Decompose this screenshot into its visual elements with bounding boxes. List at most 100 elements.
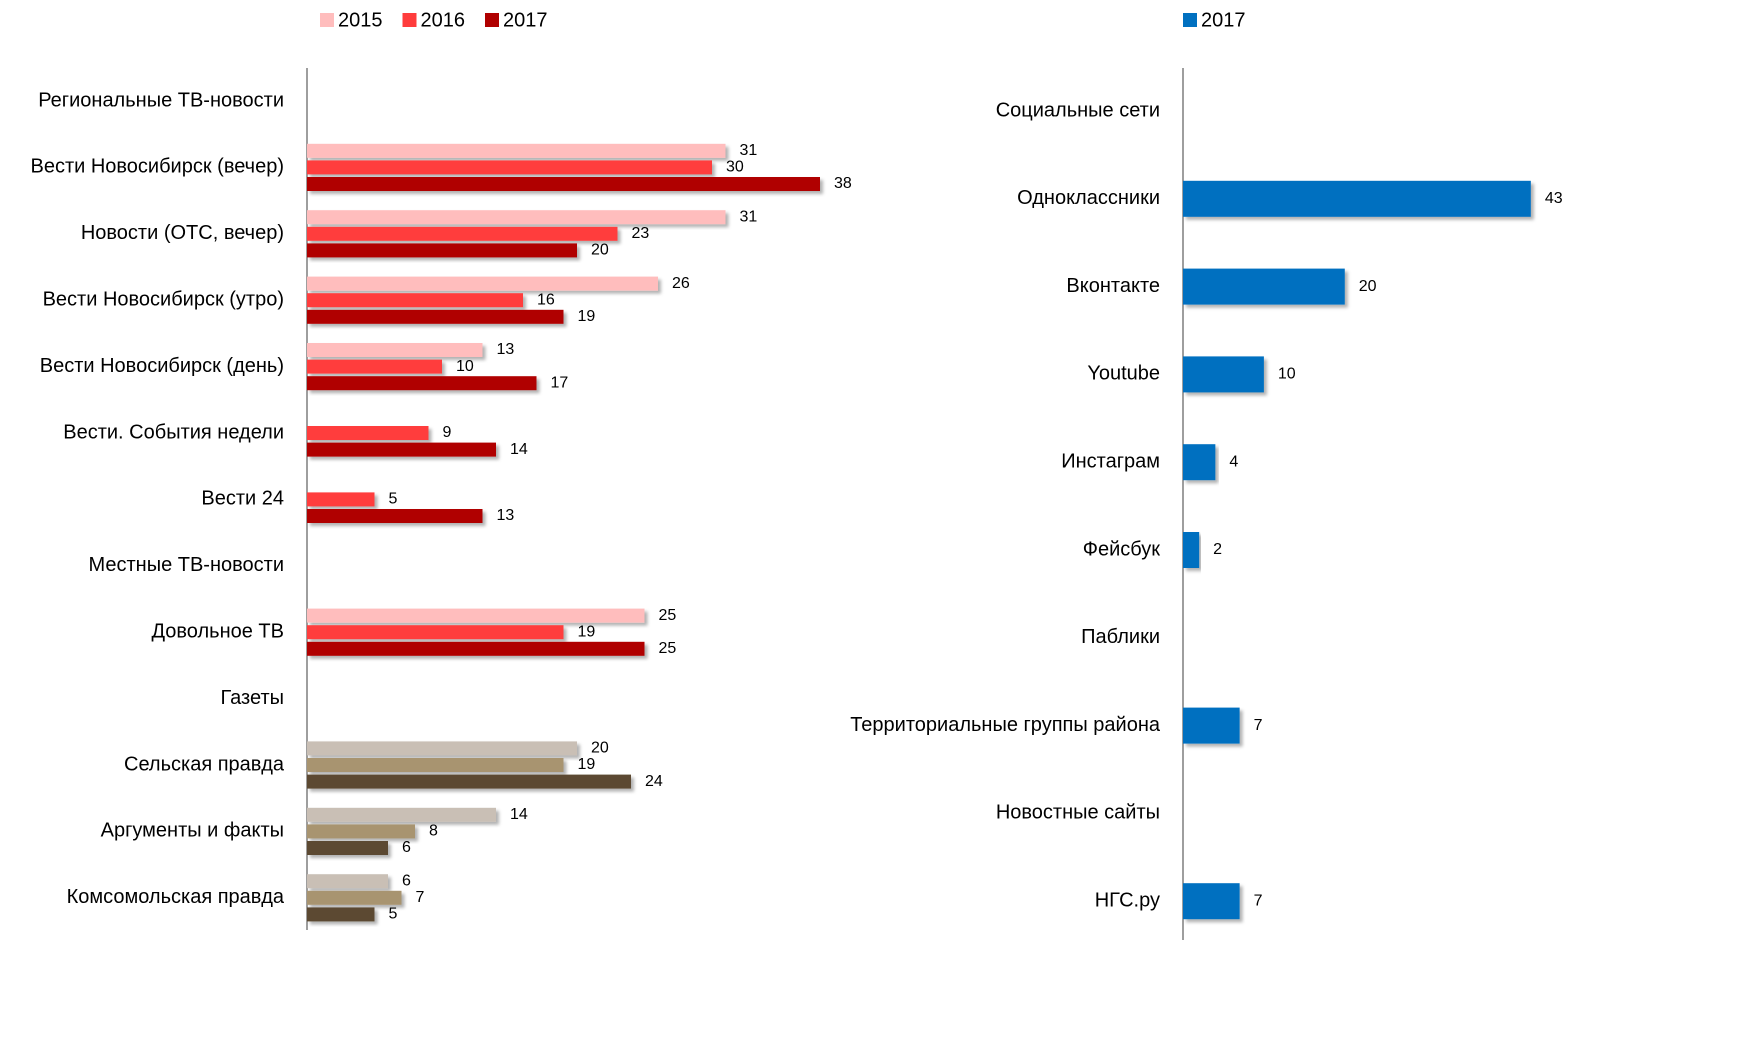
legend-label: 2017 bbox=[503, 9, 548, 31]
category-label: Одноклассники bbox=[1017, 187, 1160, 209]
category-label: Местные ТВ-новости bbox=[88, 554, 284, 576]
value-label: 7 bbox=[1254, 892, 1263, 909]
category-label: Новостные сайты bbox=[996, 802, 1160, 824]
category-label: Вести 24 bbox=[201, 488, 284, 510]
value-label: 31 bbox=[740, 142, 758, 159]
value-label: 4 bbox=[1229, 453, 1238, 470]
bar bbox=[307, 641, 645, 656]
value-label: 38 bbox=[834, 175, 852, 192]
value-label: 5 bbox=[389, 491, 398, 508]
value-label: 5 bbox=[389, 906, 398, 923]
bar bbox=[307, 309, 564, 324]
bar bbox=[307, 824, 415, 839]
value-label: 16 bbox=[537, 291, 555, 308]
value-label: 23 bbox=[632, 225, 650, 242]
category-label: Паблики bbox=[1081, 626, 1160, 648]
category-label: Аргументы и факты bbox=[101, 820, 284, 842]
category-label: Вести Новосибирск (день) bbox=[40, 355, 284, 377]
value-label: 19 bbox=[578, 623, 596, 640]
bar bbox=[307, 807, 496, 822]
bar bbox=[1183, 268, 1345, 305]
value-label: 19 bbox=[578, 308, 596, 325]
bar bbox=[1183, 707, 1240, 744]
category-label: Сельская правда bbox=[124, 753, 285, 775]
bar bbox=[307, 226, 618, 241]
category-label: Инстаграм bbox=[1061, 450, 1160, 472]
value-label: 25 bbox=[659, 640, 677, 657]
value-label: 2 bbox=[1213, 541, 1222, 558]
category-label: Вести Новосибирск (утро) bbox=[43, 288, 284, 310]
category-label: Youtube bbox=[1087, 363, 1160, 385]
bar bbox=[1183, 532, 1200, 568]
bar bbox=[307, 758, 564, 772]
category-label: Вести Новосибирск (вечер) bbox=[30, 156, 284, 178]
category-label: Вести. События недели bbox=[63, 421, 284, 443]
value-label: 20 bbox=[1359, 278, 1377, 295]
value-label: 7 bbox=[416, 889, 425, 906]
bar bbox=[1183, 356, 1264, 393]
value-label: 17 bbox=[551, 374, 569, 391]
bar bbox=[307, 509, 483, 523]
value-label: 24 bbox=[645, 773, 663, 790]
category-label: Комсомольская правда bbox=[67, 886, 285, 908]
bar bbox=[307, 741, 577, 756]
value-label: 13 bbox=[497, 341, 515, 358]
bar bbox=[1183, 180, 1531, 217]
bar bbox=[307, 359, 442, 374]
legend-swatch bbox=[320, 13, 334, 27]
bar bbox=[307, 376, 537, 391]
value-label: 31 bbox=[740, 208, 758, 225]
value-label: 8 bbox=[429, 823, 438, 840]
bar bbox=[1183, 444, 1216, 481]
category-label: Региональные ТВ-новости bbox=[38, 89, 284, 111]
value-label: 6 bbox=[402, 839, 411, 856]
bar bbox=[307, 343, 483, 357]
bar bbox=[307, 774, 631, 789]
legend-label: 2016 bbox=[421, 9, 466, 31]
value-label: 6 bbox=[402, 872, 411, 889]
category-label: Газеты bbox=[220, 687, 284, 709]
value-label: 14 bbox=[510, 441, 528, 458]
category-label: Социальные сети bbox=[996, 99, 1160, 121]
bar bbox=[307, 293, 523, 308]
value-label: 10 bbox=[1278, 366, 1296, 383]
legend-label: 2015 bbox=[338, 9, 383, 31]
bar bbox=[307, 426, 429, 440]
value-label: 20 bbox=[591, 740, 609, 757]
value-label: 9 bbox=[443, 424, 452, 441]
bar bbox=[307, 143, 726, 158]
value-label: 13 bbox=[497, 507, 515, 524]
category-label: Довольное ТВ bbox=[152, 620, 284, 642]
category-label: Вконтакте bbox=[1066, 275, 1160, 297]
category-label: НГС.ру bbox=[1095, 889, 1160, 911]
bar bbox=[307, 160, 712, 175]
legend-swatch bbox=[1183, 13, 1197, 27]
category-label: Фейсбук bbox=[1083, 538, 1161, 560]
bar bbox=[307, 177, 820, 191]
legend-label: 2017 bbox=[1201, 9, 1246, 31]
bar bbox=[307, 276, 658, 291]
bar bbox=[307, 442, 496, 457]
bar bbox=[307, 243, 577, 258]
bar bbox=[307, 210, 726, 225]
legend-swatch bbox=[485, 13, 499, 27]
bar bbox=[307, 841, 388, 855]
bar bbox=[307, 492, 375, 507]
value-label: 10 bbox=[456, 358, 474, 375]
category-label: Новости (ОТС, вечер) bbox=[81, 222, 284, 244]
legend-swatch bbox=[402, 13, 417, 27]
value-label: 30 bbox=[726, 159, 744, 176]
value-label: 20 bbox=[591, 242, 609, 259]
bar bbox=[307, 608, 645, 623]
value-label: 19 bbox=[578, 756, 596, 773]
bar bbox=[1183, 883, 1240, 920]
category-label: Территориальные группы района bbox=[850, 714, 1161, 736]
value-label: 14 bbox=[510, 806, 528, 823]
value-label: 26 bbox=[672, 275, 690, 292]
bar bbox=[307, 874, 388, 889]
bar bbox=[307, 890, 402, 905]
value-label: 7 bbox=[1254, 717, 1263, 734]
bar bbox=[307, 907, 375, 922]
value-label: 43 bbox=[1545, 190, 1563, 207]
